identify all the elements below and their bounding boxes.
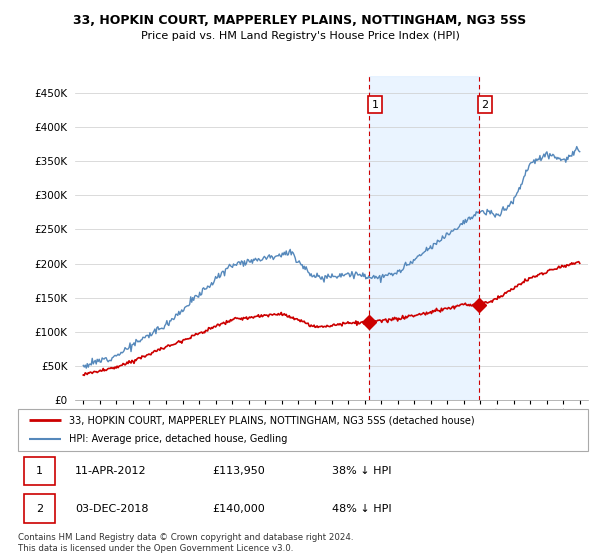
Bar (24, 494, 55, 523)
Text: £113,950: £113,950 (212, 466, 265, 476)
Text: 1: 1 (36, 466, 43, 476)
Text: 03-DEC-2018: 03-DEC-2018 (75, 504, 149, 514)
Text: 1: 1 (371, 100, 379, 110)
Text: 2: 2 (482, 100, 489, 110)
Text: 33, HOPKIN COURT, MAPPERLEY PLAINS, NOTTINGHAM, NG3 5SS: 33, HOPKIN COURT, MAPPERLEY PLAINS, NOTT… (73, 14, 527, 27)
Text: 38% ↓ HPI: 38% ↓ HPI (331, 466, 391, 476)
Text: 2: 2 (36, 504, 43, 514)
Text: 11-APR-2012: 11-APR-2012 (75, 466, 146, 476)
Text: Contains HM Land Registry data © Crown copyright and database right 2024.
This d: Contains HM Land Registry data © Crown c… (18, 533, 353, 553)
Bar (24, 456, 55, 486)
Text: Price paid vs. HM Land Registry's House Price Index (HPI): Price paid vs. HM Land Registry's House … (140, 31, 460, 41)
Text: HPI: Average price, detached house, Gedling: HPI: Average price, detached house, Gedl… (70, 435, 287, 445)
Text: 33, HOPKIN COURT, MAPPERLEY PLAINS, NOTTINGHAM, NG3 5SS (detached house): 33, HOPKIN COURT, MAPPERLEY PLAINS, NOTT… (70, 415, 475, 425)
Bar (369, 76, 479, 400)
Text: 48% ↓ HPI: 48% ↓ HPI (331, 504, 391, 514)
Text: £140,000: £140,000 (212, 504, 265, 514)
